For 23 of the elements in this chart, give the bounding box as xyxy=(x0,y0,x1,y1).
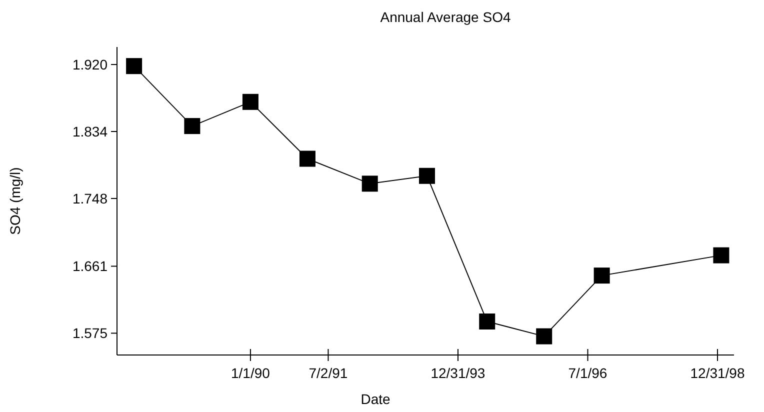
x-axis-title: Date xyxy=(360,391,390,407)
y-tick-label: 1.920 xyxy=(72,56,108,73)
x-tick-label: 12/31/93 xyxy=(430,365,486,381)
x-tick-label: 7/1/96 xyxy=(568,365,608,381)
y-tick-label: 1.748 xyxy=(72,190,108,206)
point xyxy=(126,58,142,74)
point xyxy=(242,94,258,110)
point xyxy=(536,328,552,344)
y-axis-title: SO4 (mg/l) xyxy=(7,167,23,235)
point xyxy=(299,150,316,167)
point xyxy=(362,176,378,192)
point xyxy=(418,168,435,184)
point xyxy=(184,118,200,134)
y-tick-label: 1.575 xyxy=(72,325,108,342)
x-tick-label: 1/1/90 xyxy=(230,365,270,381)
point xyxy=(713,247,730,264)
point xyxy=(479,314,496,330)
chart-title: Annual Average SO4 xyxy=(380,9,511,25)
y-tick-label: 1.834 xyxy=(72,123,108,140)
x-tick-label: 12/31/98 xyxy=(690,365,745,381)
x-tick-label: 7/2/91 xyxy=(308,365,348,381)
y-tick-label: 1.661 xyxy=(72,258,108,274)
point xyxy=(594,268,610,284)
